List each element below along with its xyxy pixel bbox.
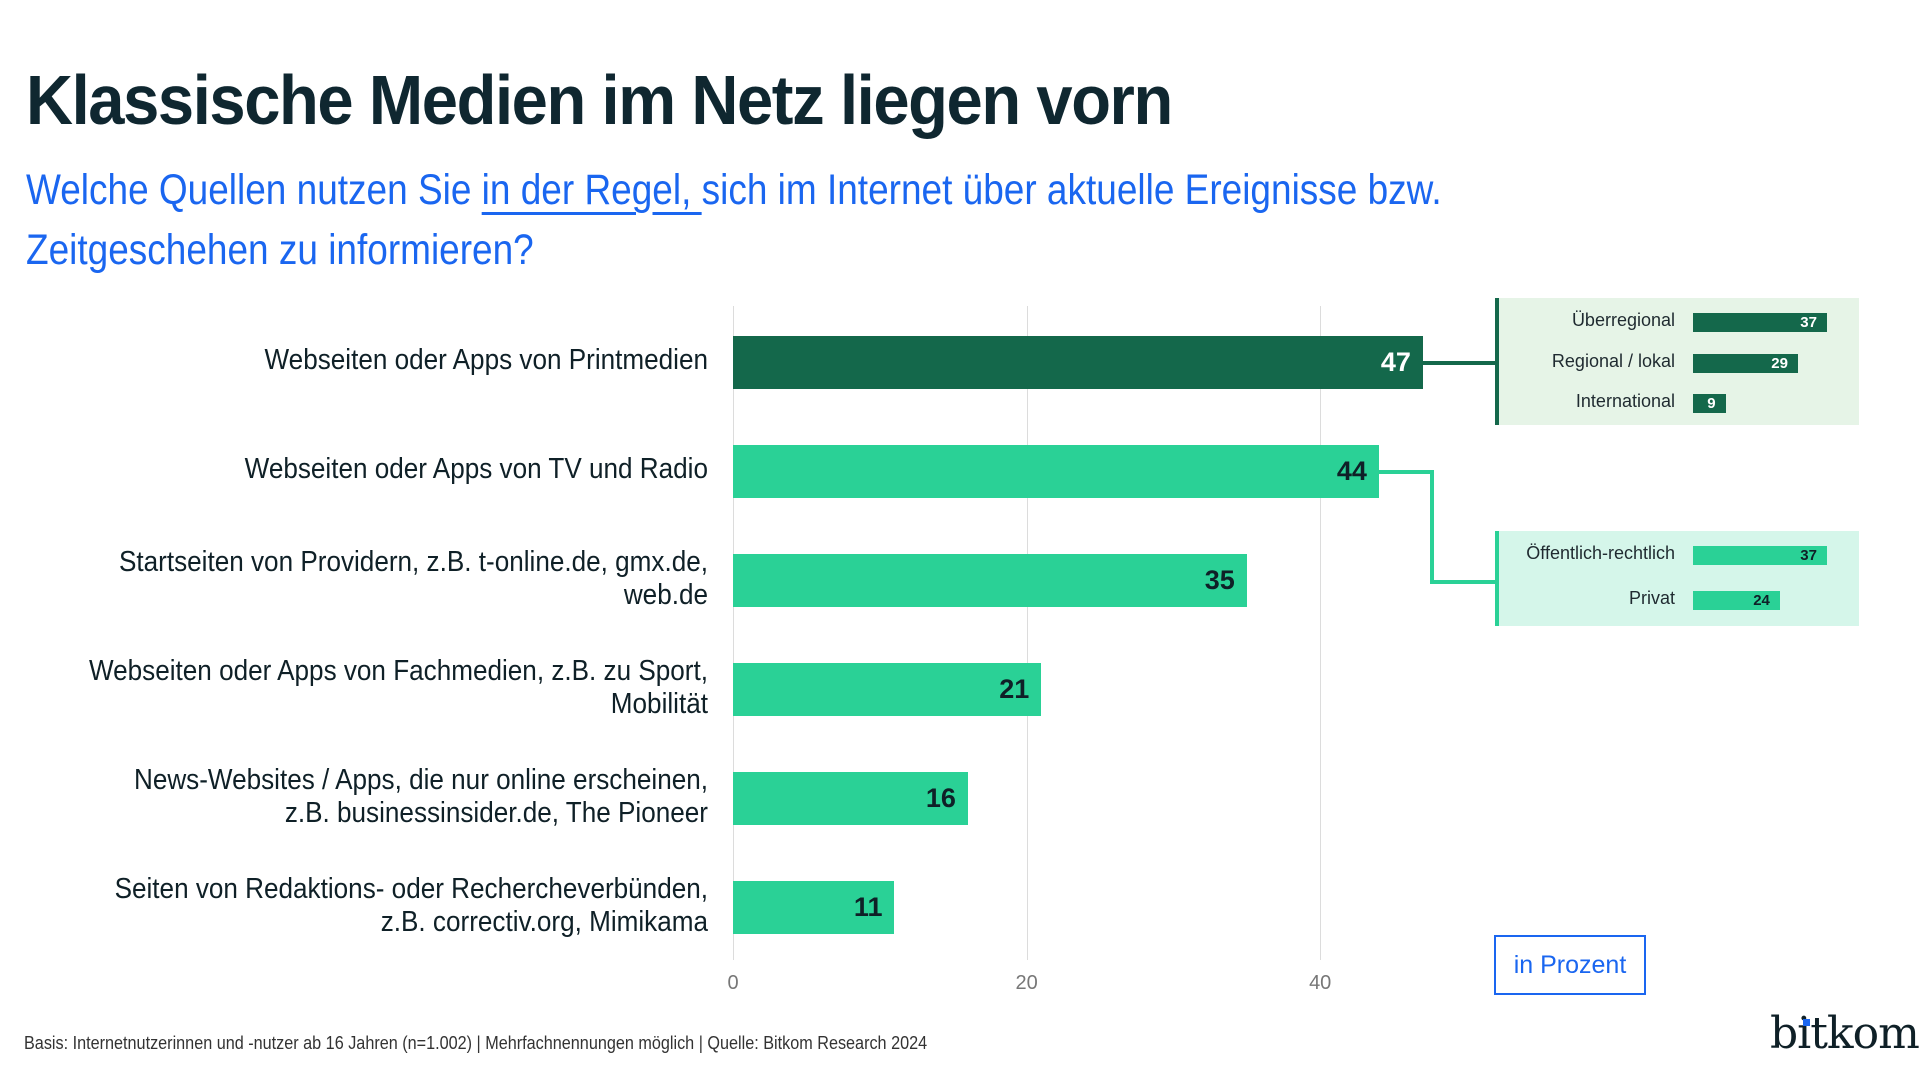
breakdown-bar: 29 [1693, 354, 1798, 373]
category-label-line: z.B. correctiv.org, Mimikama [380, 905, 708, 938]
connector-line [1422, 360, 1495, 365]
bitkom-logo: bitkom [1770, 1008, 1920, 1059]
category-label-line: Seiten von Redaktions- oder Recherchever… [114, 872, 709, 905]
bar-value-label: 47 [1380, 347, 1411, 377]
breakdown-label: International [1575, 391, 1675, 411]
bar: 16 [733, 772, 968, 825]
breakdown-bar: 37 [1693, 546, 1827, 565]
category-label-line: Startseiten von Providern, z.B. t-online… [118, 545, 708, 578]
logo-blue-dot [1803, 1019, 1810, 1026]
category-label: News-Websites / Apps, die nur online ers… [78, 764, 708, 830]
category-label: Webseiten oder Apps von Printmedien [78, 344, 708, 377]
category-label-line: web.de [623, 578, 708, 611]
x-tick-label: 0 [727, 972, 739, 994]
connector-line [1430, 580, 1495, 584]
bar-value-label: 21 [999, 674, 1030, 704]
unit-label-box: in Prozent [1494, 935, 1646, 995]
category-label-line: Webseiten oder Apps von Printmedien [264, 344, 708, 376]
breakdown-bar: 24 [1693, 591, 1780, 610]
panel-bracket-line [1495, 531, 1499, 626]
category-label-line: News-Websites / Apps, die nur online ers… [133, 763, 708, 796]
bar-value-label: 11 [853, 892, 883, 922]
bar: 21 [733, 663, 1042, 716]
subtitle-line2: Zeitgeschehen zu informieren? [26, 226, 534, 274]
breakdown-value-label: 37 [1800, 547, 1817, 564]
connector-line [1430, 469, 1434, 584]
breakdown-value-label: 9 [1707, 395, 1716, 412]
breakdown-label: Privat [1628, 588, 1675, 608]
breakdown-bar: 9 [1693, 394, 1726, 413]
chart-title: Klassische Medien im Netz liegen vorn [26, 61, 1173, 139]
x-tick-label: 20 [1015, 972, 1038, 994]
gridline [1026, 306, 1028, 960]
subtitle-part2: sich im Internet über aktuelle Ereigniss… [701, 166, 1442, 214]
gridline [733, 306, 734, 960]
category-label-line: Mobilität [610, 687, 708, 720]
subtitle-emphasis: in der Regel, [481, 166, 702, 214]
breakdown-label: Regional / lokal [1551, 351, 1675, 371]
breakdown-label: Überregional [1571, 310, 1675, 330]
bar: 44 [733, 445, 1379, 498]
breakdown-value-label: 37 [1800, 314, 1817, 331]
bar: 47 [733, 336, 1423, 389]
category-label: Startseiten von Providern, z.B. t-online… [78, 546, 708, 612]
category-label: Webseiten oder Apps von TV und Radio [78, 453, 708, 486]
bar: 11 [733, 881, 895, 934]
x-tick-label: 40 [1309, 972, 1332, 994]
subtitle-part1: Welche Quellen nutzen Sie [26, 166, 482, 214]
breakdown-label: Öffentlich-rechtlich [1526, 543, 1675, 563]
bar-value-label: 16 [925, 783, 956, 813]
gridline [1320, 306, 1322, 960]
bar-value-label: 44 [1336, 456, 1367, 486]
category-label-line: Webseiten oder Apps von TV und Radio [244, 453, 709, 485]
breakdown-value-label: 29 [1771, 355, 1788, 372]
source-footnote: Basis: Internetnutzerinnen und -nutzer a… [24, 1033, 928, 1053]
category-label: Seiten von Redaktions- oder Recherchever… [78, 873, 708, 939]
connector-line [1378, 469, 1434, 474]
category-label-line: z.B. businessinsider.de, The Pioneer [284, 796, 708, 829]
bar: 35 [733, 554, 1247, 607]
breakdown-bar: 37 [1693, 313, 1827, 332]
chart-subtitle: Welche Quellen nutzen Sie in der Regel, … [26, 160, 1660, 280]
bar-value-label: 35 [1204, 565, 1235, 595]
breakdown-value-label: 24 [1753, 592, 1770, 609]
category-label-line: Webseiten oder Apps von Fachmedien, z.B.… [88, 654, 709, 687]
category-label: Webseiten oder Apps von Fachmedien, z.B.… [78, 655, 708, 721]
panel-bracket-line [1495, 298, 1499, 425]
